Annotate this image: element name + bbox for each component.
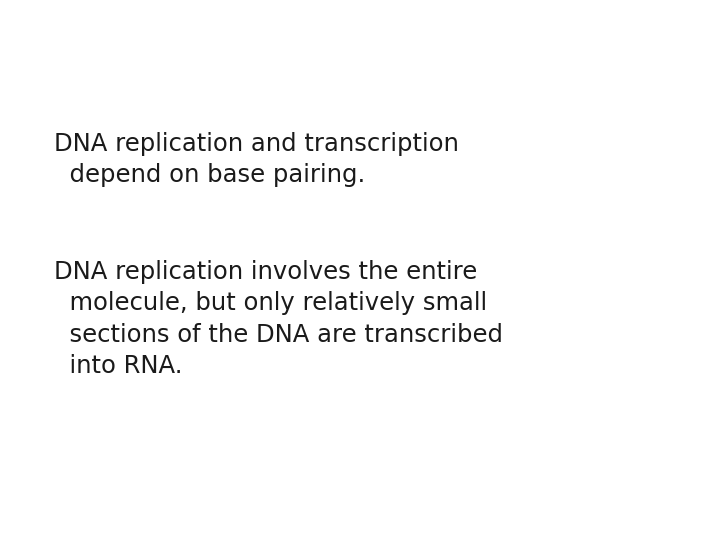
Text: DNA replication and transcription
  depend on base pairing.: DNA replication and transcription depend… — [54, 132, 459, 187]
Text: 4.1 What Are the Chemical Structures and Functions of Nucleic
Acids?: 4.1 What Are the Chemical Structures and… — [9, 6, 599, 48]
Text: DNA replication involves the entire
  molecule, but only relatively small
  sect: DNA replication involves the entire mole… — [54, 260, 503, 379]
